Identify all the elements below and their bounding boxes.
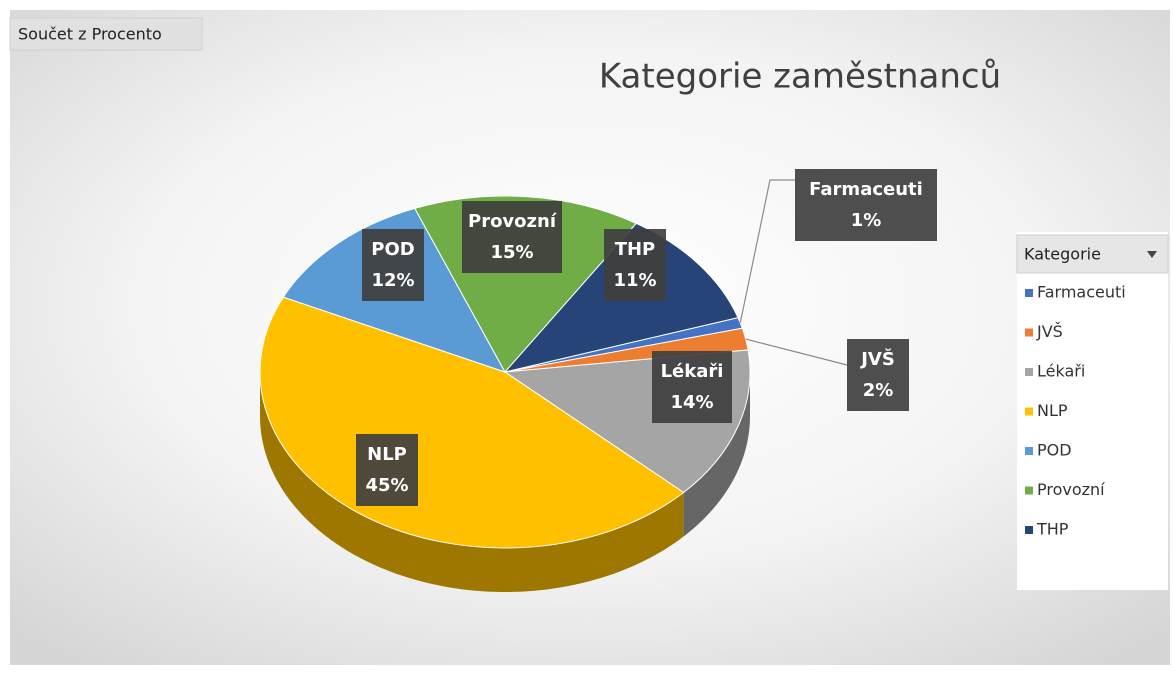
- data-label-box: [795, 169, 937, 241]
- data-label-name: Provozní: [468, 211, 557, 232]
- legend-swatch: [1025, 486, 1033, 495]
- data-label-value: 11%: [613, 270, 656, 291]
- data-label-value: 12%: [371, 270, 414, 291]
- data-label-box: [652, 351, 732, 423]
- data-label-box: [356, 434, 418, 506]
- data-label-name: Lékaři: [661, 361, 724, 382]
- legend-label: Provozní: [1037, 480, 1105, 499]
- legend-label: Farmaceuti: [1037, 283, 1126, 302]
- legend-swatch: [1025, 526, 1033, 534]
- data-label-value: 1%: [851, 210, 882, 231]
- data-label-name: THP: [615, 239, 656, 260]
- data-label-value: 45%: [365, 475, 408, 496]
- field-button-label: Součet z Procento: [18, 25, 162, 44]
- data-label-box: [604, 229, 666, 301]
- field-button[interactable]: [9, 17, 203, 51]
- data-label-box: [362, 229, 424, 301]
- data-label-box: [462, 201, 562, 273]
- legend-label: Lékaři: [1037, 362, 1085, 381]
- legend-label: JVŠ: [1036, 322, 1063, 341]
- leader-line: [745, 338, 848, 366]
- leader-line: [739, 179, 795, 324]
- data-label-value: 14%: [670, 392, 713, 413]
- data-label-box: [847, 339, 909, 411]
- legend-swatch: [1025, 447, 1033, 455]
- legend-swatch: [1025, 407, 1033, 416]
- data-label-name: Farmaceuti: [809, 179, 923, 200]
- legend-label: THP: [1036, 520, 1069, 539]
- legend-items: Farmaceuti JVŠ Lékaři NLP POD Provozní THP: [1025, 283, 1126, 539]
- data-label-name: NLP: [367, 444, 407, 465]
- data-label-name: POD: [371, 239, 414, 260]
- legend-label: NLP: [1037, 401, 1068, 420]
- legend-swatch: [1025, 328, 1033, 337]
- data-label-value: 2%: [863, 380, 894, 401]
- legend-swatch: [1025, 289, 1033, 297]
- legend-filter[interactable]: [1016, 234, 1169, 274]
- legend: [1017, 232, 1168, 590]
- slice-side: [260, 372, 684, 592]
- legend-swatch: [1025, 368, 1033, 376]
- data-label-name: JVŠ: [859, 348, 895, 370]
- pie: Farmaceuti 1% JVŠ 2% Lékaři 14% NLP 45% POD 12% Pr…: [259, 169, 937, 592]
- dropdown-arrow[interactable]: [1147, 251, 1157, 258]
- legend-label: POD: [1037, 441, 1072, 460]
- data-label-value: 15%: [490, 242, 533, 263]
- chart-title: Kategorie zaměstnanců: [599, 57, 1001, 97]
- slice-side: [683, 372, 750, 537]
- legend-title: Kategorie: [1024, 245, 1101, 264]
